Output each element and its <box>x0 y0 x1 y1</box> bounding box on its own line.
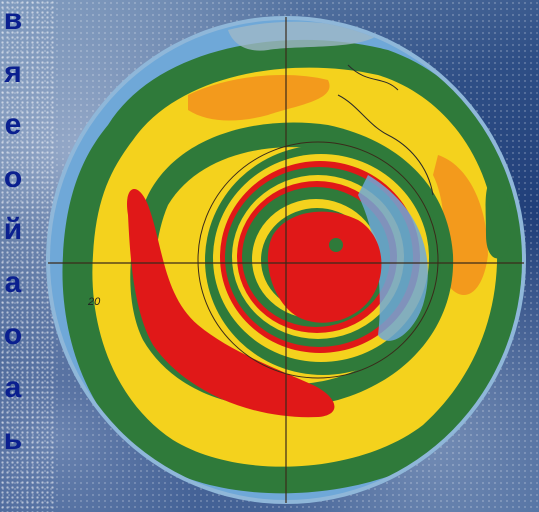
title-letter: й <box>3 213 23 246</box>
title-letter: в <box>3 3 23 36</box>
map-label: 20 <box>87 296 101 308</box>
green-island-right <box>485 180 512 259</box>
latitude-circle <box>197 141 439 379</box>
title-letter: о <box>3 160 23 194</box>
title-letter: ь <box>3 423 23 456</box>
title-letter: а <box>4 265 22 299</box>
red-core <box>267 211 382 323</box>
grey-land-top <box>228 21 378 51</box>
title-letter: а <box>4 370 22 404</box>
coastline <box>337 64 434 196</box>
title-letter: я <box>4 55 22 89</box>
globe-map-svg: 20 <box>46 16 526 504</box>
red-crescent-left <box>127 188 335 418</box>
orange-patch-top <box>188 75 330 121</box>
ozone-globe-map: 20 <box>38 5 538 510</box>
title-letter: е <box>4 108 22 141</box>
vertical-title: в я е о й а о а ь <box>0 0 26 467</box>
core-spot <box>329 238 343 252</box>
blue-shade-right <box>358 175 428 341</box>
dot-pattern-left <box>0 0 55 512</box>
title-letter: о <box>3 318 23 351</box>
